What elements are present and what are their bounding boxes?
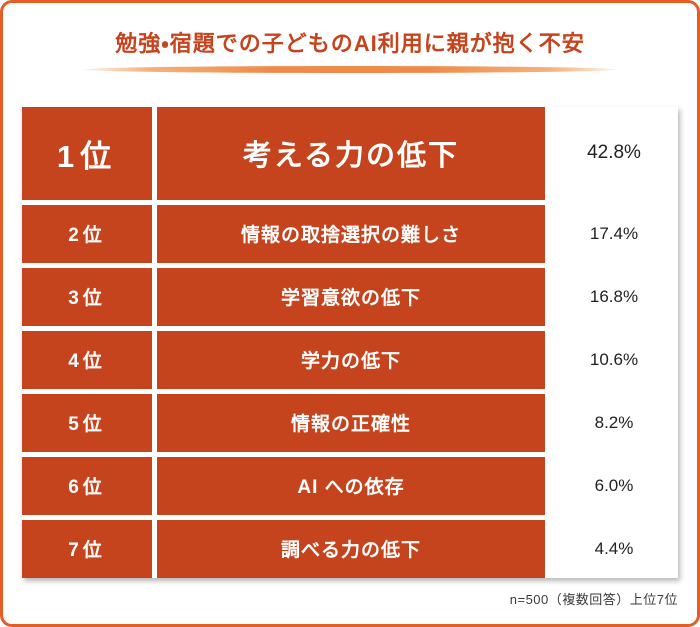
rank-cell: 3位 bbox=[22, 267, 152, 326]
label-cell: 学力の低下 bbox=[157, 330, 545, 389]
label-cell: 学習意欲の低下 bbox=[157, 267, 545, 326]
rank-cell: 1位 bbox=[22, 106, 152, 200]
table-row: 1位 考える力の低下 42.8% bbox=[22, 106, 678, 200]
value-cell: 10.6% bbox=[550, 330, 678, 389]
rank-cell: 6位 bbox=[22, 456, 152, 515]
sample-note: n=500（複数回答）上位7位 bbox=[509, 591, 678, 607]
label-cell: 調べる力の低下 bbox=[157, 519, 545, 578]
table-row: 2位 情報の取捨選択の難しさ 17.4% bbox=[22, 204, 678, 263]
label-cell: 情報の取捨選択の難しさ bbox=[157, 204, 545, 263]
page-title: 勉強・宿題での子どものAI利用に親が抱く不安 bbox=[115, 31, 585, 56]
value-cell: 8.2% bbox=[550, 393, 678, 452]
table-row: 7位 調べる力の低下 4.4% bbox=[22, 519, 678, 578]
rank-cell: 5位 bbox=[22, 393, 152, 452]
value-cell: 42.8% bbox=[550, 106, 678, 200]
label-cell: 考える力の低下 bbox=[157, 106, 545, 200]
title-underline-decoration bbox=[84, 65, 616, 73]
value-cell: 16.8% bbox=[550, 267, 678, 326]
rank-cell: 2位 bbox=[22, 204, 152, 263]
table-row: 5位 情報の正確性 8.2% bbox=[22, 393, 678, 452]
rank-cell: 7位 bbox=[22, 519, 152, 578]
table-row: 6位 AI への依存 6.0% bbox=[22, 456, 678, 515]
title-block: 勉強・宿題での子どものAI利用に親が抱く不安 bbox=[3, 30, 697, 73]
table-row: 4位 学力の低下 10.6% bbox=[22, 330, 678, 389]
value-cell: 17.4% bbox=[550, 204, 678, 263]
rank-cell: 4位 bbox=[22, 330, 152, 389]
label-cell: 情報の正確性 bbox=[157, 393, 545, 452]
value-cell: 6.0% bbox=[550, 456, 678, 515]
ranking-table: 1位 考える力の低下 42.8% 2位 情報の取捨選択の難しさ 17.4% 3位… bbox=[22, 106, 678, 578]
value-cell: 4.4% bbox=[550, 519, 678, 578]
table-row: 3位 学習意欲の低下 16.8% bbox=[22, 267, 678, 326]
label-cell: AI への依存 bbox=[157, 456, 545, 515]
